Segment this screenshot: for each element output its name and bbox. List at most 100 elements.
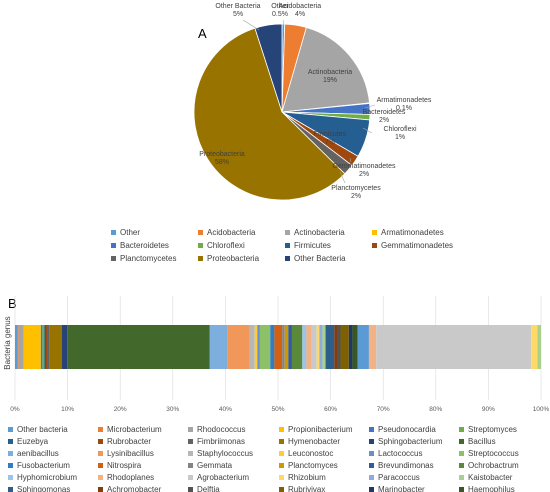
pie-leader-line-2 [364,104,376,109]
bar-legend-swatch-bacillus [459,439,464,444]
bar-segment-other-genera [357,325,369,369]
bar-legend: Other bacteria Microbacterium Rhodococcus P… [8,425,519,492]
pie-legend-item-other: Other [120,228,140,237]
bar-segment-delftia [337,325,341,369]
bar-legend-swatch-aenibacillus [8,451,13,456]
bar-legend-item-pseudonocardia: Pseudonocardia [378,425,436,434]
bar-legend-item-euzebya: Euzebya [17,437,49,446]
bar-segment-microbacterium [17,325,19,369]
pie-label-chloroflexi: Chloroflexi 1% [383,126,417,141]
pie-legend-swatch-actinobacteria [285,230,290,235]
bar-x-tick-4: 40% [219,406,232,413]
bar-segment-aenibacillus [209,325,228,369]
bar-segments [15,325,541,369]
bar-legend-swatch-rubrobacter [98,439,103,444]
bar-segment-euzebya [44,325,46,369]
pie-legend: Other Acidobacteria Actinobacteria Armatimo… [111,228,453,263]
bar-legend-swatch-nitrospira [98,463,103,468]
pie-legend-item-gemmatimonadetes: Gemmatimonadetes [381,241,453,250]
bar-legend-swatch-sphingobacterium [369,439,374,444]
bar-segment-gemmata [282,325,285,369]
bar-segment-haemophilus [352,325,358,369]
bar-segment-streptococcus [259,325,271,369]
bar-legend-item-propionibacterium: Propionibacterium [288,425,353,434]
bar-legend-item-hymenobacter: Hymenobacter [288,437,340,446]
bar-legend-swatch-fimbriimonas [188,439,193,444]
bar-x-tick-0: 0% [10,406,20,413]
bar-x-tick-8: 80% [429,406,442,413]
bar-segment-kaistobacter [322,325,326,369]
bar-legend-swatch-lysinibacillus [98,451,103,456]
bar-legend-item-rhodococcus: Rhodococcus [197,425,245,434]
bar-legend-item-microbacterium: Microbacterium [107,425,162,434]
pie-legend-item-proteobacteria: Proteobacteria [207,254,260,263]
bar-segment-lysinibacillus [227,325,250,369]
pie-legend-swatch-bacteroidetes [111,243,116,248]
bar-legend-swatch-streptococcus [459,451,464,456]
bar-legend-item-marinobacter: Marinobacter [378,485,425,492]
bar-legend-item-brevundimonas: Brevundimonas [378,461,434,470]
bar-legend-swatch-sphingomonas [8,487,13,492]
bar-legend-item-delftia: Delftia [197,485,220,492]
pie-slices [193,23,371,201]
bar-legend-item-sphingomonas: Sphingomonas [17,485,70,492]
bar-legend-swatch-other-bacteria [8,427,13,432]
bar-legend-swatch-hymenobacter [279,439,284,444]
pie-label-bacteroidetes: Bacteroidetes 2% [363,109,406,124]
pie-legend-swatch-acidobacteria [198,230,203,235]
bar-legend-item-ochrobactrum: Ochrobactrum [468,461,519,470]
bar-legend-swatch-pseudonocardia [369,427,374,432]
bar-legend-swatch-brevundimonas [369,463,374,468]
bar-segment-sphingobacterium [62,325,68,369]
bar-legend-swatch-staphylococcus [188,451,193,456]
bar-segment-fimbriimonas [47,325,50,369]
pie-slice-actinobacteria [281,26,370,113]
bar-segment-leuconostoc [254,325,258,369]
bar-x-tick-5: 50% [271,406,284,413]
bar-segment-marinobacter [348,325,353,369]
bar-segment-bacillus [67,325,210,369]
bar-segment-staphylococcus [249,325,255,369]
bar-legend-swatch-rhodoplanes [98,475,103,480]
bar-legend-item-aenibacillus: aenibacillus [17,449,59,458]
bar-x-tick-2: 20% [114,406,127,413]
pie-leader-line-4 [349,157,352,163]
bar-legend-item-rhizobium: Rhizobium [288,473,326,482]
bar-segment-hyphomicrobium [302,325,307,369]
bar-segment-rubrivivax [340,325,349,369]
bar-x-tick-3: 30% [166,406,179,413]
pie-label-firmicutes: Firmicutes 7% [314,131,347,146]
bar-legend-swatch-euzebya [8,439,13,444]
bar-legend-swatch-streptomyces [459,427,464,432]
bar-segment-streptomyces [42,325,45,369]
pie-legend-swatch-other [111,230,116,235]
pie-legend-item-actinobacteria: Actinobacteria [294,228,345,237]
pie-label-proteobacteria: Proteobacteria 58% [199,151,245,166]
pie-label-armatimonadetes: Armatimonadetes 0.1% [377,97,432,112]
bar-legend-swatch-haemophilus [459,487,464,492]
pie-legend-item-acidobacteria: Acidobacteria [207,228,256,237]
pie-legend-item-planctomycetes: Planctomycetes [120,254,176,263]
bar-legend-item-rubrivivax: Rubrivivax [288,485,325,492]
bar-segment-pseudonocardia [40,325,43,369]
bar-legend-item-fimbriimonas: Fimbriimonas [197,437,245,446]
bar-legend-item-lactococcus: Lactococcus [378,449,422,458]
pie-legend-swatch-chloroflexi [198,243,203,248]
panel-label-b: B [8,296,17,311]
bar-legend-swatch-rhizobium [279,475,284,480]
pie-slice-other-bacteria [254,23,283,113]
bar-segment-rhodococcus [18,325,24,369]
pie-legend-item-armatimonadetes: Armatimonadetes [381,228,444,237]
bar-segment-propionibacterium [23,325,41,369]
bar-segment-hymenobacter [49,325,63,369]
bar-legend-swatch-paracoccus [369,475,374,480]
pie-label-gemmatimonadetes: Gemmatimonadetes 2% [332,163,396,178]
pie-legend-item-chloroflexi: Chloroflexi [207,241,245,250]
bar-legend-item-streptomyces: Streptomyces [468,425,517,434]
bar-legend-item-leuconostoc: Leuconostoc [288,449,333,458]
pie-label-other: Other 0.5% [271,3,289,18]
bar-legend-item-lysinibacillus: Lysinibacillus [107,449,154,458]
stacked-bar-panel: B Bacteria genus 0% 10% 20% 30% 40% 50% 60% 70%… [3,296,550,492]
pie-legend-swatch-other-bacteria [285,256,290,261]
bar-legend-swatch-marinobacter [369,487,374,492]
